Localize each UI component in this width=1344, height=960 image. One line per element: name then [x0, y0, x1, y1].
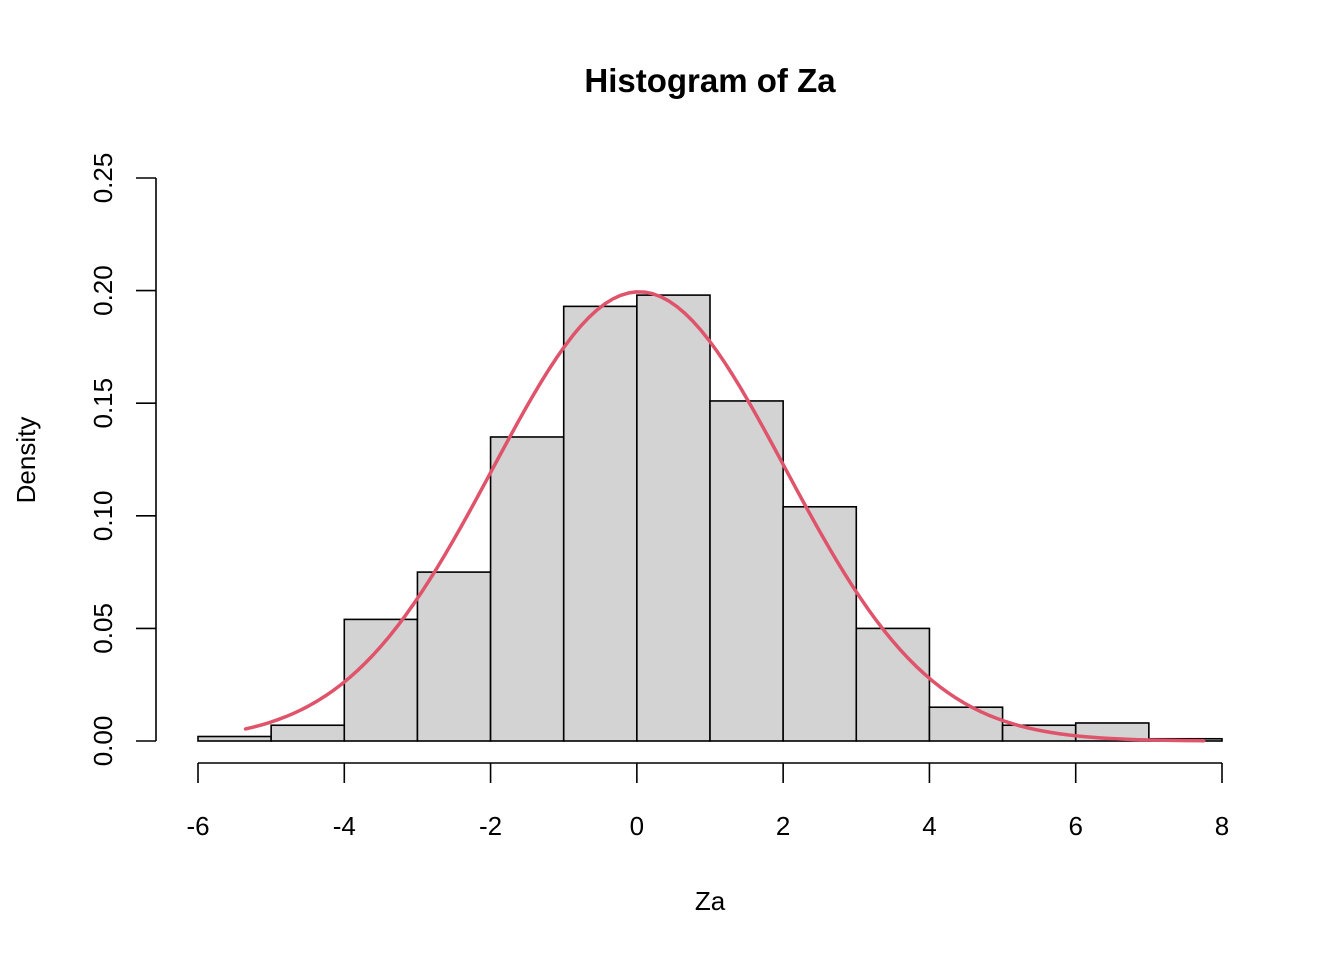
x-tick-label: -4 [333, 811, 356, 841]
x-tick-label: -2 [479, 811, 502, 841]
histogram-bar-1 [197, 735, 272, 742]
x-tick-label: 2 [776, 811, 790, 841]
y-tick-label: 0.10 [88, 490, 118, 541]
histogram-bar-6 [562, 305, 638, 742]
x-tick-label: 0 [630, 811, 644, 841]
histogram-bar-9 [782, 505, 858, 742]
x-tick-label: 4 [922, 811, 936, 841]
x-tick-label: 8 [1215, 811, 1229, 841]
histogram-bar-2 [270, 724, 346, 742]
y-axis: 0.00 0.05 0.10 0.15 0.20 0.25 [88, 153, 157, 767]
histogram-bar-4 [416, 571, 492, 742]
y-tick-label: 0.25 [88, 153, 118, 204]
histogram-bar-3 [343, 618, 419, 742]
histogram-bar-7 [636, 294, 711, 742]
histogram-bars [197, 294, 1223, 742]
histogram-bar-8 [709, 400, 784, 742]
y-tick-label: 0.15 [88, 378, 118, 429]
histogram-bar-10 [855, 627, 931, 742]
y-tick-label: 0.20 [88, 265, 118, 316]
histogram-bar-5 [489, 436, 565, 742]
histogram-bar-11 [928, 706, 1004, 742]
x-axis: -6 -4 -2 0 2 4 6 8 [186, 762, 1229, 841]
density-curve [243, 290, 1206, 743]
y-axis-label: Density [11, 417, 41, 504]
x-tick-label: -6 [186, 811, 209, 841]
chart-title: Histogram of Za [584, 62, 836, 99]
y-tick-label: 0.05 [88, 603, 118, 654]
y-tick-label: 0.00 [88, 716, 118, 767]
x-tick-label: 6 [1068, 811, 1082, 841]
x-axis-label: Za [695, 886, 726, 916]
